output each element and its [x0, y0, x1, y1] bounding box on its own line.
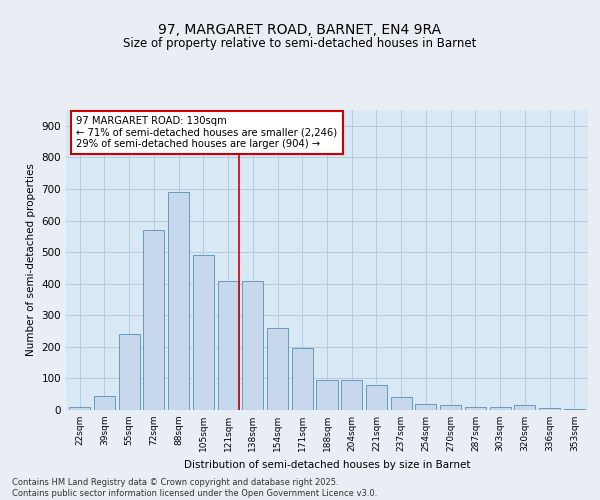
Bar [218, 280, 239, 410]
Bar [119, 334, 140, 410]
Bar [267, 328, 288, 410]
Text: 97 MARGARET ROAD: 130sqm
← 71% of semi-detached houses are smaller (2,246)
29% o: 97 MARGARET ROAD: 130sqm ← 71% of semi-d… [76, 116, 338, 149]
X-axis label: Distribution of semi-detached houses by size in Barnet: Distribution of semi-detached houses by … [184, 460, 470, 469]
Text: Size of property relative to semi-detached houses in Barnet: Size of property relative to semi-detach… [124, 38, 476, 51]
Bar [168, 192, 189, 410]
Bar [465, 407, 486, 410]
Bar [366, 384, 387, 410]
Y-axis label: Number of semi-detached properties: Number of semi-detached properties [26, 164, 36, 356]
Bar [292, 348, 313, 410]
Bar [94, 396, 115, 410]
Bar [415, 404, 436, 410]
Bar [242, 280, 263, 410]
Bar [514, 406, 535, 410]
Text: 97, MARGARET ROAD, BARNET, EN4 9RA: 97, MARGARET ROAD, BARNET, EN4 9RA [158, 22, 442, 36]
Bar [193, 256, 214, 410]
Bar [539, 408, 560, 410]
Bar [69, 407, 90, 410]
Bar [341, 380, 362, 410]
Bar [316, 380, 338, 410]
Bar [143, 230, 164, 410]
Bar [440, 406, 461, 410]
Text: Contains HM Land Registry data © Crown copyright and database right 2025.
Contai: Contains HM Land Registry data © Crown c… [12, 478, 377, 498]
Bar [490, 407, 511, 410]
Bar [391, 398, 412, 410]
